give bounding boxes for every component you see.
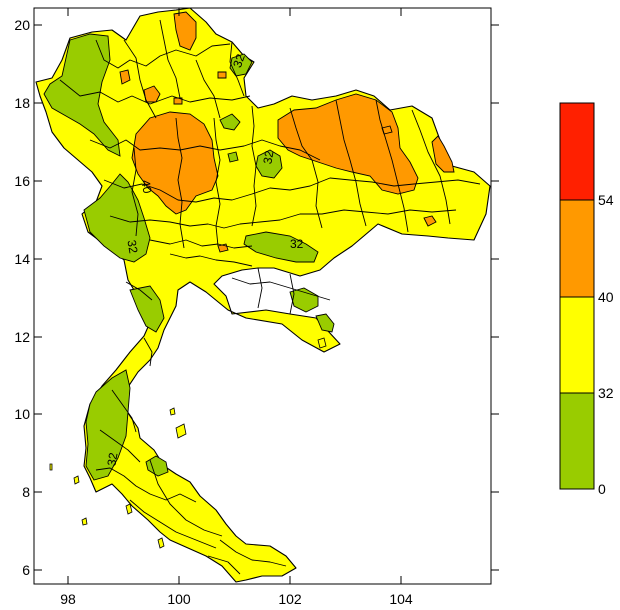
x-axis-labels: 98 100 102 104	[60, 591, 413, 607]
y-tick-label: 14	[14, 251, 30, 267]
colorbar-swatch-yellow	[560, 297, 594, 393]
y-tick-label: 10	[14, 406, 30, 422]
colorbar-label: 54	[598, 192, 614, 208]
y-tick-label: 8	[22, 484, 30, 500]
y-tick-label: 6	[22, 562, 30, 578]
colorbar-swatch-green	[560, 393, 594, 489]
contour-label: 32	[290, 237, 304, 251]
contour-label: 40	[138, 179, 154, 195]
orange-zones	[119, 11, 455, 253]
colorbar-swatch-orange	[560, 200, 594, 297]
y-tick-label: 16	[14, 173, 30, 189]
y-axis-labels: 20 18 16 14 12 10 8 6	[14, 17, 30, 578]
province-borders	[59, 19, 481, 575]
contour-label: 32	[124, 239, 140, 255]
contour-label: 32	[230, 52, 248, 70]
y-tick-label: 20	[14, 17, 30, 33]
x-tick-label: 98	[60, 591, 76, 607]
tick-marks	[34, 8, 499, 584]
colorbar-frame	[559, 102, 595, 490]
x-tick-label: 100	[167, 591, 191, 607]
contour-label: 32	[260, 149, 276, 165]
colorbar: 54 40 32 0	[559, 102, 614, 497]
y-tick-label: 12	[14, 329, 30, 345]
colorbar-label: 0	[598, 481, 606, 497]
colorbar-label: 40	[598, 289, 614, 305]
islands	[49, 337, 327, 549]
x-tick-label: 104	[389, 591, 413, 607]
y-tick-label: 18	[14, 95, 30, 111]
x-tick-label: 102	[278, 591, 302, 607]
colorbar-label: 32	[598, 385, 614, 401]
contour-label: 32	[104, 451, 120, 467]
colorbar-swatch-red	[560, 103, 594, 200]
contour-labels: 32 32 32 32 32 40	[104, 52, 303, 467]
